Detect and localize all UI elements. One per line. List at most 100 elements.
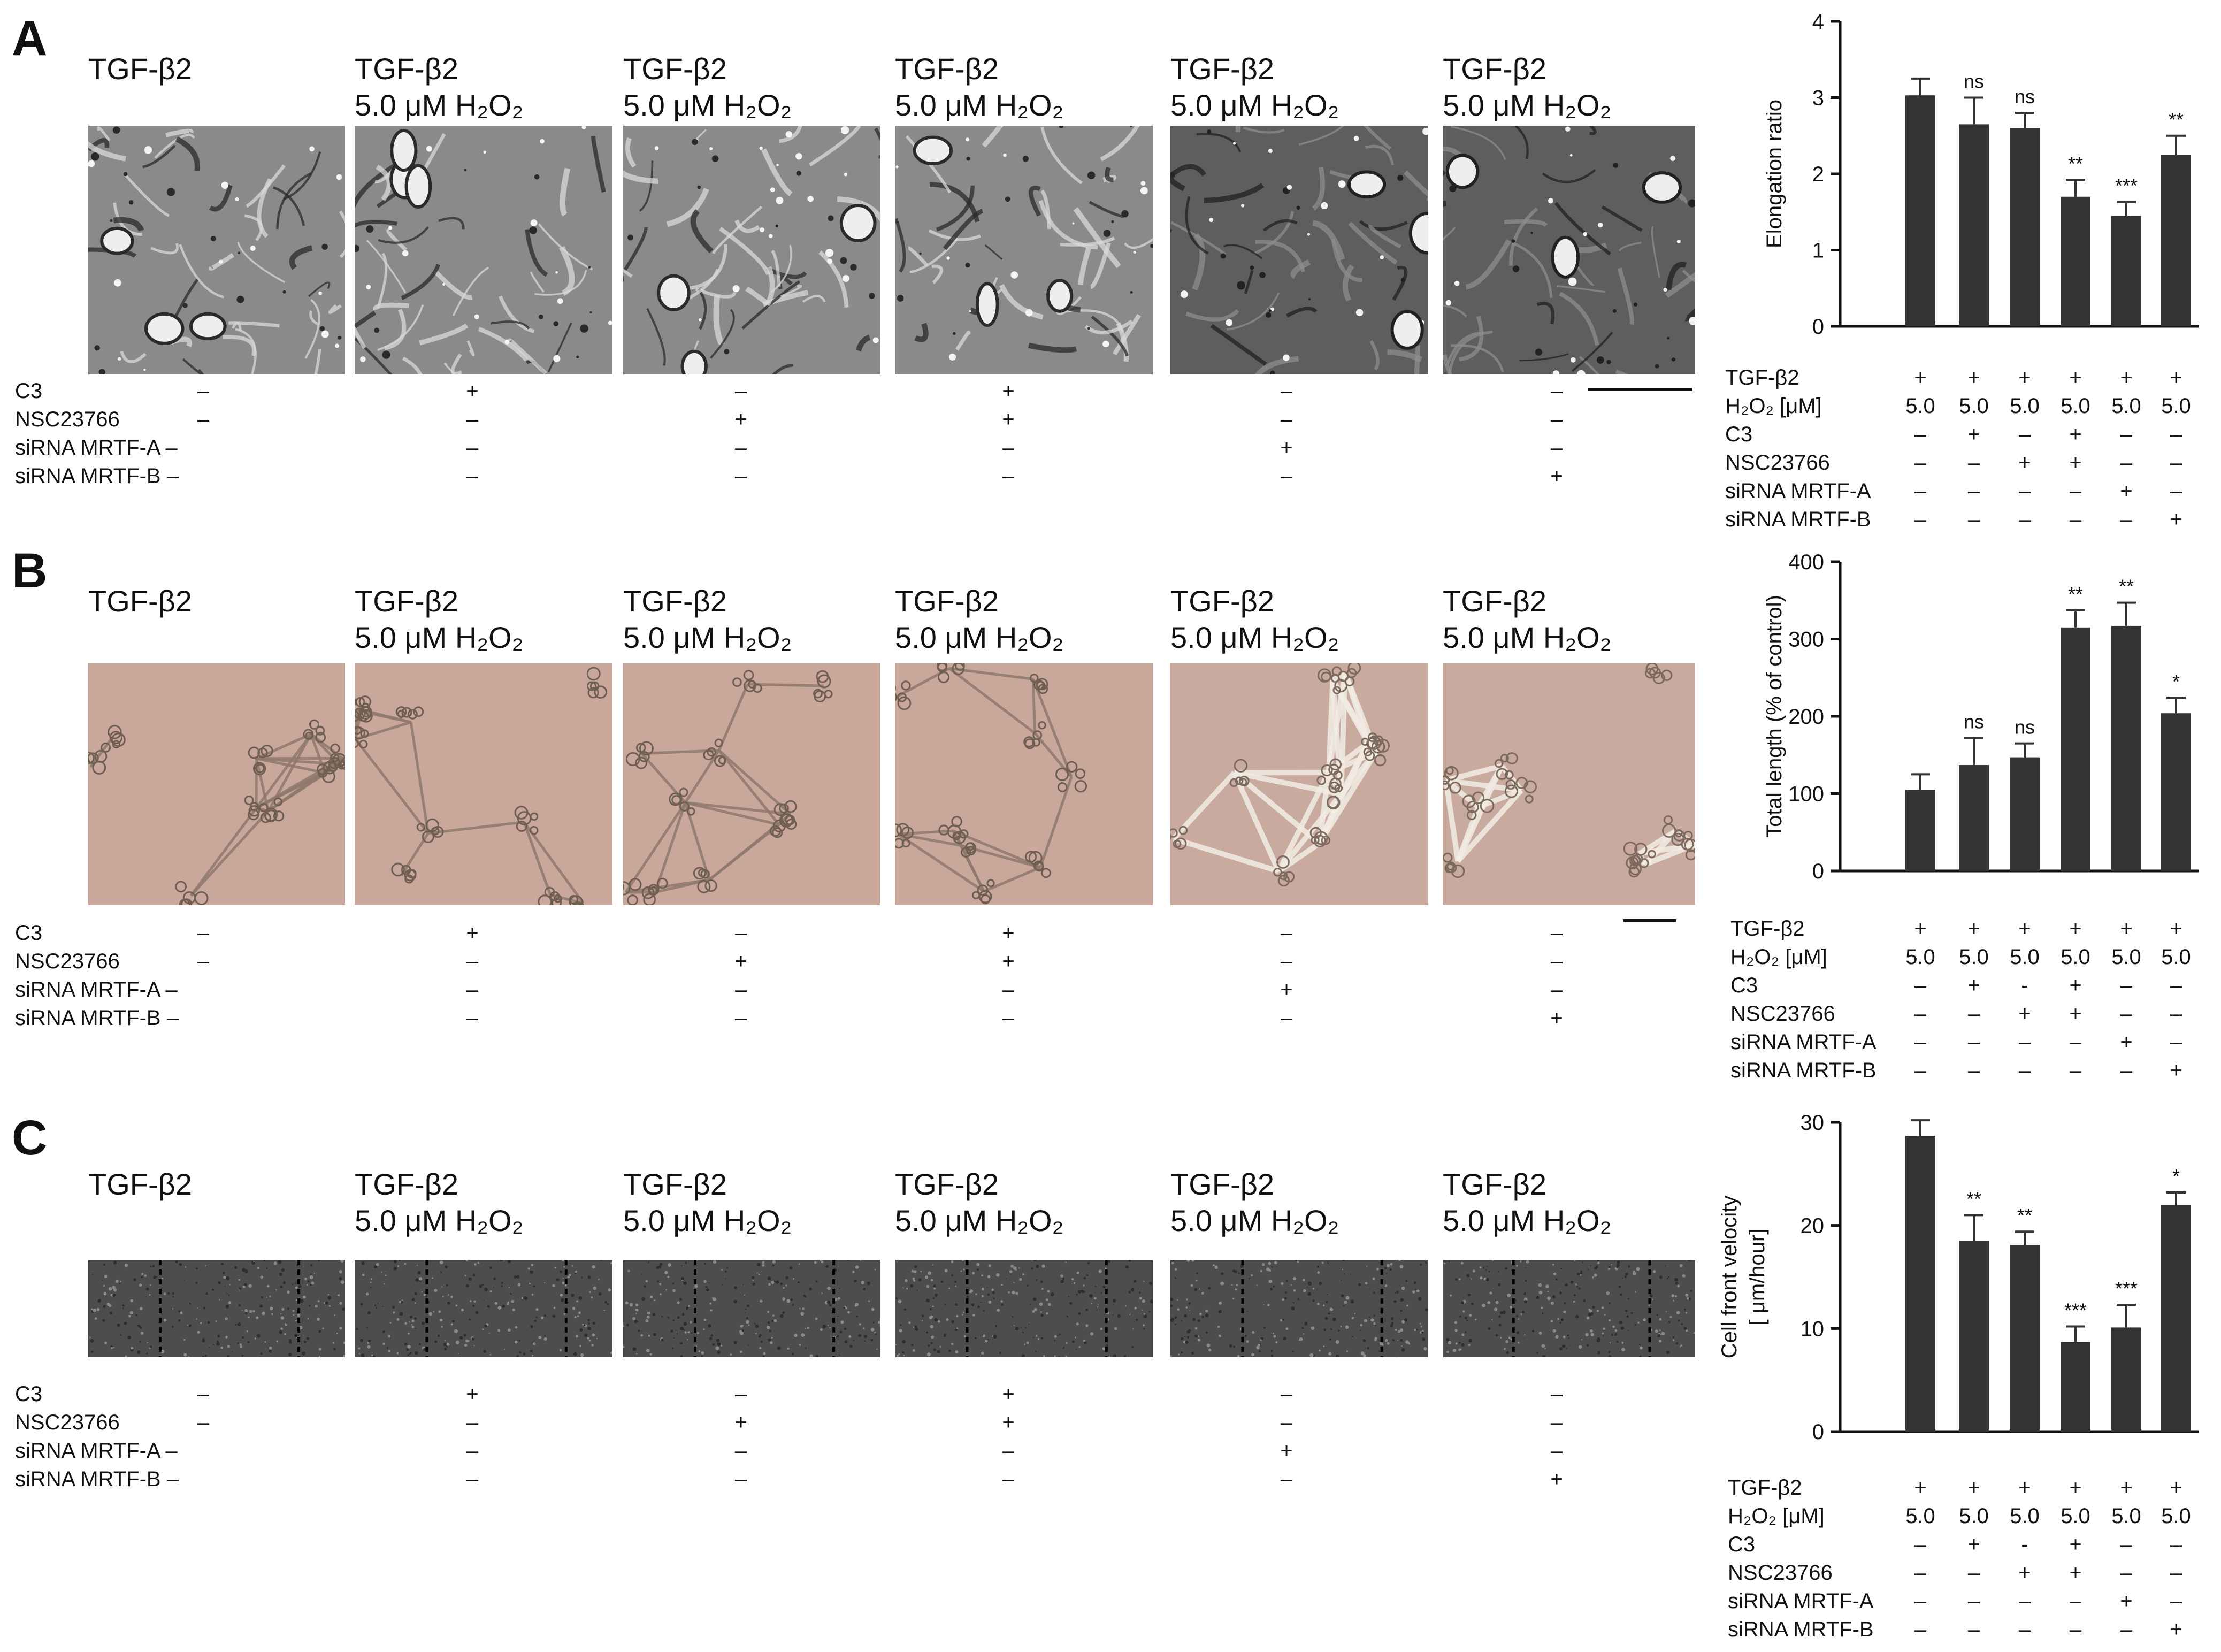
cell-speck <box>1171 1261 1174 1265</box>
cell-speck <box>1194 1288 1198 1291</box>
cell-speck <box>373 1265 377 1269</box>
cell-speck <box>1026 1341 1029 1344</box>
cell-speck <box>1078 1290 1082 1294</box>
cell-speck <box>1184 1335 1186 1337</box>
cell-speck <box>455 1304 458 1307</box>
cell-speck <box>1032 1310 1035 1313</box>
cell-speck <box>1231 1284 1233 1286</box>
cell-speck <box>153 1275 157 1279</box>
chart-table-label: siRNA MRTF-B <box>1728 1618 1874 1641</box>
cell-speck <box>122 1304 125 1307</box>
cell-speck <box>725 1271 727 1273</box>
cell-process <box>1060 236 1115 247</box>
chart-table-label: H₂O₂ [μM] <box>1728 1504 1825 1528</box>
cell-speck <box>489 1266 493 1269</box>
cell-speck <box>703 1318 707 1321</box>
cell-speck <box>780 1282 783 1286</box>
cell-speck <box>473 1300 476 1303</box>
cell-speck <box>382 1330 385 1333</box>
cell-speck <box>1350 1274 1351 1275</box>
cell-speck <box>1233 1345 1236 1348</box>
cell-speck <box>1234 1270 1237 1273</box>
cell-speck <box>1557 1318 1559 1320</box>
cell-speck <box>318 1348 321 1351</box>
cell-speck <box>244 1309 248 1312</box>
cell-speck <box>489 1353 492 1356</box>
tube-segment <box>684 802 711 881</box>
cell-speck <box>1189 1309 1191 1311</box>
cell-speck <box>596 1338 598 1340</box>
cell-speck <box>623 1325 624 1327</box>
cell-speck <box>635 1303 639 1306</box>
cell-debris <box>1548 198 1553 204</box>
cell-speck <box>139 1307 143 1311</box>
tube-segment <box>624 801 687 893</box>
cell-speck <box>532 1355 534 1357</box>
cell-speck <box>708 1282 710 1284</box>
cell-speck <box>1640 1355 1642 1358</box>
cell-speck <box>1617 1263 1620 1267</box>
chart-table-symbol: – <box>2170 1589 2182 1613</box>
cell-speck <box>939 1345 941 1348</box>
cell-debris <box>711 155 719 162</box>
tube-segment <box>685 801 791 816</box>
cell-cluster <box>1066 761 1078 773</box>
cell-speck <box>963 1268 965 1271</box>
cell-process <box>1028 342 1077 353</box>
treatment-symbol: – <box>734 436 747 460</box>
cell-speck <box>1020 1326 1022 1328</box>
cell-process <box>97 126 111 141</box>
cell-speck <box>680 1342 683 1345</box>
cell-speck <box>908 1321 911 1324</box>
cell-speck <box>971 1303 975 1306</box>
chart-table-symbol: + <box>2069 974 2082 997</box>
image-subtitle: 5.0 μM H₂O₂ <box>895 621 1064 654</box>
cell-cluster <box>1329 758 1342 771</box>
cell-speck <box>683 1329 685 1331</box>
cell-cluster <box>249 802 259 812</box>
cell-speck <box>1574 1260 1575 1262</box>
treatment-symbol: + <box>734 950 747 973</box>
cell-speck <box>1370 1318 1374 1322</box>
chart-table-symbol: – <box>1914 479 1927 503</box>
cell-speck <box>530 1349 533 1352</box>
cell-process <box>1554 202 1611 256</box>
cell-debris <box>282 290 286 294</box>
cell-cluster <box>1505 779 1516 790</box>
cell-speck <box>1677 1284 1680 1288</box>
cell-speck <box>212 1343 215 1345</box>
cell-speck <box>1270 1350 1273 1352</box>
cell-cluster <box>753 683 762 693</box>
cell-debris <box>210 235 216 241</box>
cell-debris <box>1671 357 1676 362</box>
cell-speck <box>306 1337 310 1341</box>
cell-speck <box>450 1296 453 1298</box>
cell-speck <box>418 1277 423 1281</box>
cell-speck <box>1559 1291 1562 1295</box>
cell-cluster <box>1649 667 1661 679</box>
micrograph-background <box>895 1260 1153 1357</box>
cell-speck <box>112 1293 116 1297</box>
cell-speck <box>407 1353 409 1356</box>
cell-cluster <box>1628 866 1640 878</box>
cell-debris <box>840 257 847 264</box>
chart-table-symbol: 5.0 <box>2061 394 2090 418</box>
cell-speck <box>1668 1321 1671 1324</box>
cell-speck <box>1510 1306 1512 1309</box>
cell-speck <box>672 1289 676 1292</box>
cell-speck <box>1580 1274 1582 1276</box>
cell-speck <box>906 1288 908 1290</box>
cell-speck <box>241 1310 243 1311</box>
cell-speck <box>1498 1324 1502 1327</box>
cell-speck <box>1251 1353 1254 1357</box>
chart-table-symbol: – <box>1914 1030 1927 1054</box>
cell-speck <box>1341 1279 1342 1281</box>
cell-speck <box>1343 1305 1345 1306</box>
cell-speck <box>713 1260 717 1264</box>
cell-speck <box>139 1326 142 1329</box>
cell-cluster <box>629 878 642 891</box>
cell-speck <box>914 1265 917 1268</box>
cell-speck <box>1443 1262 1446 1265</box>
chart-table-label: siRNA MRTF-B <box>1730 1059 1877 1082</box>
